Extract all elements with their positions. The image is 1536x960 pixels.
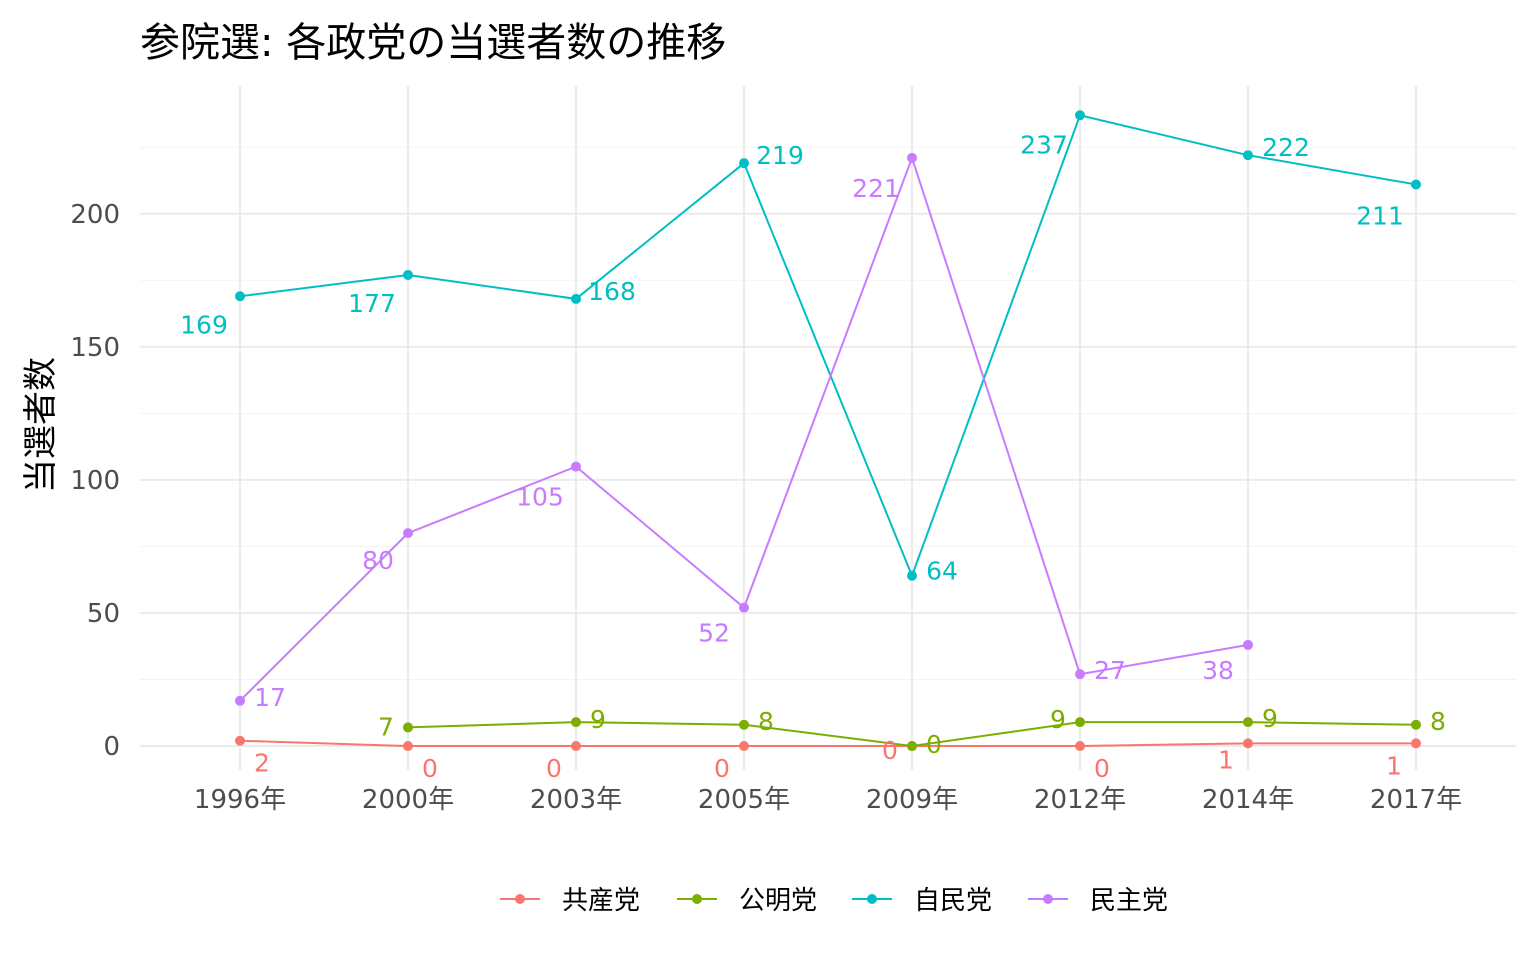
data-point	[1243, 717, 1253, 728]
legend-label: 公明党	[739, 886, 817, 916]
data-label: 1	[1386, 751, 1402, 780]
data-label: 27	[1094, 656, 1126, 685]
legend-label: 自民党	[914, 886, 992, 916]
data-point	[1243, 738, 1253, 749]
data-point	[739, 741, 749, 752]
grid	[140, 86, 1516, 770]
data-label: 0	[422, 754, 438, 783]
data-point	[1411, 179, 1421, 190]
data-label: 0	[882, 736, 898, 765]
y-tick-label: 0	[103, 732, 120, 762]
data-point	[571, 717, 581, 728]
data-point	[403, 528, 413, 539]
series-layer	[235, 110, 1421, 752]
x-tick-label: 2000年	[362, 785, 454, 815]
data-point	[403, 269, 413, 280]
data-label: 8	[758, 707, 774, 736]
data-point	[907, 570, 917, 581]
y-axis-label: 当選者数	[21, 357, 61, 493]
data-label: 221	[852, 174, 900, 203]
data-label: 9	[1262, 704, 1278, 733]
data-label: 0	[1094, 754, 1110, 783]
data-label: 219	[756, 141, 804, 170]
data-point	[1243, 639, 1253, 650]
legend-item: 公明党	[677, 886, 817, 916]
legend-key-point	[515, 894, 525, 904]
y-tick-label: 50	[87, 599, 120, 629]
data-point	[403, 741, 413, 752]
data-point	[739, 158, 749, 169]
data-label: 2	[254, 749, 270, 778]
legend-key-point	[1043, 894, 1053, 904]
y-tick-label: 200	[70, 200, 120, 230]
data-point	[235, 291, 245, 302]
legend-key-point	[692, 894, 702, 904]
data-point	[1075, 717, 1085, 728]
x-axis: 1996年 2000年 2003年 2005年 2009年 2012年 2014年 2017年	[194, 785, 1462, 815]
data-label: 0	[926, 730, 942, 759]
data-label: 52	[698, 619, 730, 648]
x-tick-label: 1996年	[194, 785, 286, 815]
y-tick-label: 150	[70, 333, 120, 363]
x-tick-label: 2017年	[1370, 785, 1462, 815]
data-point	[571, 461, 581, 472]
data-point	[235, 695, 245, 706]
data-label: 64	[926, 557, 958, 586]
data-label: 222	[1262, 133, 1310, 162]
data-point	[1075, 110, 1085, 121]
data-label: 80	[362, 546, 394, 575]
data-label: 211	[1356, 201, 1404, 230]
x-tick-label: 2012年	[1034, 785, 1126, 815]
data-label: 38	[1202, 656, 1234, 685]
data-point	[571, 741, 581, 752]
series-line	[239, 739, 1416, 748]
data-point	[1243, 150, 1253, 161]
data-label: 105	[516, 483, 564, 512]
data-point	[739, 602, 749, 613]
legend-item: 共産党	[500, 886, 640, 916]
y-axis: 0 50 100 150 200	[70, 200, 120, 762]
data-label: 1	[1218, 745, 1234, 774]
data-point	[1411, 719, 1421, 730]
data-label: 8	[1430, 707, 1446, 736]
data-point	[1411, 738, 1421, 749]
data-point	[571, 293, 581, 304]
legend-item: 民主党	[1028, 886, 1168, 916]
data-label: 0	[546, 754, 562, 783]
chart-title: 参院選: 各政党の当選者数の推移	[140, 20, 726, 66]
data-label: 237	[1020, 130, 1068, 159]
legend: 共産党 公明党 自民党 民主党	[500, 886, 1168, 916]
x-tick-label: 2005年	[698, 785, 790, 815]
data-point	[403, 722, 413, 733]
data-point	[1075, 741, 1085, 752]
data-point	[235, 735, 245, 746]
data-label: 9	[590, 705, 606, 734]
data-point	[739, 719, 749, 730]
legend-item: 自民党	[852, 886, 992, 916]
legend-label: 共産党	[562, 886, 640, 916]
x-tick-label: 2003年	[530, 785, 622, 815]
data-label: 17	[254, 683, 286, 712]
data-point	[1075, 669, 1085, 680]
data-label: 169	[180, 310, 228, 339]
data-label: 9	[1050, 705, 1066, 734]
data-label: 7	[378, 712, 394, 741]
data-point	[907, 152, 917, 163]
x-tick-label: 2014年	[1202, 785, 1294, 815]
data-label: 0	[714, 754, 730, 783]
legend-key-point	[867, 894, 877, 904]
x-tick-label: 2009年	[866, 785, 958, 815]
data-label: 177	[348, 289, 396, 318]
y-tick-label: 100	[70, 466, 120, 496]
data-label: 168	[588, 277, 636, 306]
series-line	[239, 114, 1417, 579]
data-point	[907, 741, 917, 752]
legend-label: 民主党	[1090, 886, 1168, 916]
